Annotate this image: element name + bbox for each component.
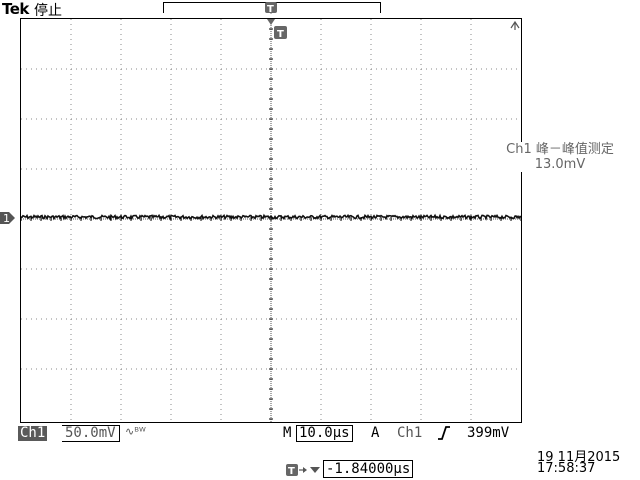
trigger-marker <box>274 26 287 39</box>
rising-edge-icon <box>438 426 450 440</box>
trigger-position-icon: T <box>286 464 320 477</box>
measurement-readout: Ch1 峰－峰值测定 13.0mV <box>480 142 640 172</box>
channel-scale[interactable]: 50.0mV <box>62 425 120 442</box>
measurement-label: Ch1 峰－峰值测定 <box>506 142 614 157</box>
date: 19 11月2015 <box>537 450 621 465</box>
trigger-level[interactable]: 399mV <box>467 425 510 441</box>
record-trigger-text: T <box>267 4 274 15</box>
trigger-source[interactable]: Ch1 <box>397 425 423 441</box>
brand-logo: Tek <box>2 0 29 18</box>
trigger-marker-text: T <box>277 29 284 40</box>
trigger-letter: A <box>371 425 380 441</box>
trigger-position[interactable]: -1.84000µs <box>323 460 414 478</box>
ch1-marker-text: 1 <box>3 212 10 225</box>
trigger-pointer <box>267 19 275 25</box>
measurement-value: 13.0mV <box>534 157 586 172</box>
channel-label[interactable]: Ch1 <box>18 425 48 441</box>
timebase-value[interactable]: 10.0µs <box>296 425 353 442</box>
bandwidth-limit-icon: ∿ᴮᵂ <box>125 425 146 438</box>
svg-text:T: T <box>288 466 295 477</box>
trigger-level-arrow <box>510 20 520 30</box>
ch1-trace <box>20 213 522 221</box>
timebase-letter: M <box>283 425 292 441</box>
ch1-marker <box>0 212 15 224</box>
acquisition-state: 停止 <box>34 3 62 19</box>
record-trigger-marker <box>265 2 277 13</box>
time: 17:58:37 <box>537 461 596 476</box>
